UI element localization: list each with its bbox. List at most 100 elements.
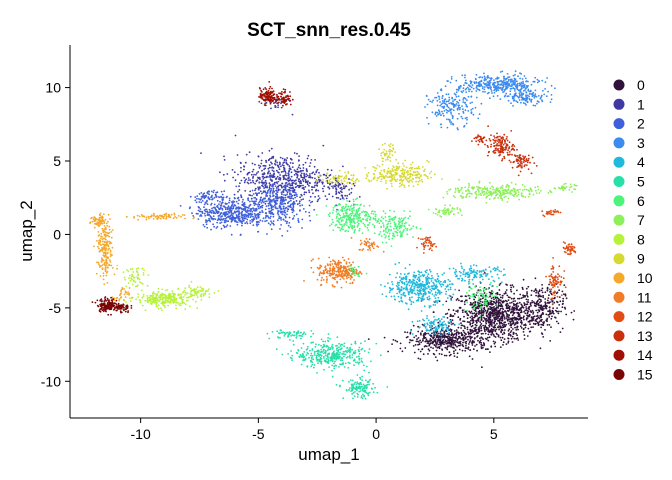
data-point — [488, 278, 490, 280]
data-point — [252, 219, 255, 222]
data-point — [296, 152, 298, 155]
data-point — [457, 95, 460, 98]
data-point — [280, 219, 282, 221]
data-point — [344, 194, 347, 197]
data-point — [287, 177, 289, 180]
data-point — [341, 191, 343, 194]
data-point — [277, 213, 280, 216]
data-point — [511, 317, 514, 320]
data-point — [316, 181, 319, 184]
data-point — [536, 311, 539, 314]
data-point — [484, 77, 486, 79]
data-point — [476, 336, 478, 338]
data-point — [290, 350, 292, 352]
data-point — [479, 80, 481, 83]
data-point — [493, 314, 495, 317]
data-point — [239, 220, 242, 223]
data-point — [246, 173, 249, 176]
data-point — [457, 309, 459, 312]
data-point — [480, 343, 483, 346]
data-point — [507, 322, 510, 325]
data-point — [343, 342, 346, 345]
data-point — [485, 312, 488, 315]
data-point — [247, 179, 250, 182]
data-point — [462, 87, 465, 90]
data-point — [500, 312, 502, 314]
data-point — [328, 352, 331, 355]
data-point — [249, 179, 252, 181]
data-point — [210, 216, 213, 219]
data-point — [288, 200, 291, 203]
data-point — [480, 326, 483, 328]
data-point — [230, 212, 233, 215]
data-point — [282, 189, 285, 192]
data-point — [473, 329, 476, 332]
data-point — [530, 93, 533, 95]
data-point — [285, 185, 287, 188]
data-point — [470, 90, 473, 93]
data-point — [412, 275, 415, 278]
data-point — [271, 169, 274, 172]
data-point — [522, 89, 525, 92]
data-point — [506, 284, 508, 286]
data-point — [435, 115, 438, 117]
data-point — [208, 217, 211, 220]
data-point — [271, 176, 274, 179]
data-point — [499, 336, 502, 339]
data-point — [461, 344, 464, 346]
data-point — [211, 207, 213, 210]
data-point — [554, 87, 556, 90]
data-point — [214, 206, 216, 209]
data-point — [435, 330, 437, 332]
data-point — [259, 190, 262, 193]
data-point — [472, 271, 475, 273]
data-point — [306, 170, 308, 173]
data-point — [249, 212, 252, 215]
data-point — [254, 163, 256, 166]
data-point — [539, 298, 542, 301]
data-point — [452, 336, 454, 338]
data-point — [538, 298, 541, 301]
data-point — [339, 187, 342, 190]
data-point — [360, 342, 362, 345]
data-point — [411, 282, 414, 284]
data-point — [489, 80, 491, 82]
data-point — [456, 108, 459, 110]
data-point — [495, 311, 498, 314]
data-point — [499, 296, 502, 299]
data-point — [236, 154, 239, 156]
data-point — [339, 198, 342, 201]
data-point — [449, 315, 452, 318]
data-point — [303, 174, 306, 176]
data-point — [286, 210, 289, 213]
data-point — [267, 222, 270, 225]
data-point — [422, 338, 424, 340]
data-point — [431, 274, 433, 277]
data-point — [482, 338, 484, 340]
data-point — [436, 111, 439, 114]
data-point — [243, 181, 246, 184]
data-point — [302, 342, 305, 345]
data-point — [497, 299, 500, 302]
data-point — [291, 354, 294, 357]
data-point — [557, 312, 560, 315]
data-point — [404, 295, 407, 297]
data-point — [456, 356, 459, 358]
data-point — [485, 78, 487, 81]
data-point — [514, 70, 517, 73]
data-point — [266, 185, 268, 188]
data-point — [494, 318, 496, 321]
data-point — [438, 347, 441, 350]
data-point — [276, 182, 279, 185]
data-point — [454, 349, 457, 351]
data-point — [441, 110, 443, 113]
data-point — [572, 318, 575, 321]
data-point — [223, 205, 226, 208]
data-point — [200, 152, 202, 155]
data-point — [494, 311, 497, 314]
data-point — [406, 288, 409, 291]
data-point — [442, 341, 445, 344]
data-point — [203, 197, 206, 200]
data-point — [482, 314, 485, 316]
data-point — [328, 348, 331, 351]
